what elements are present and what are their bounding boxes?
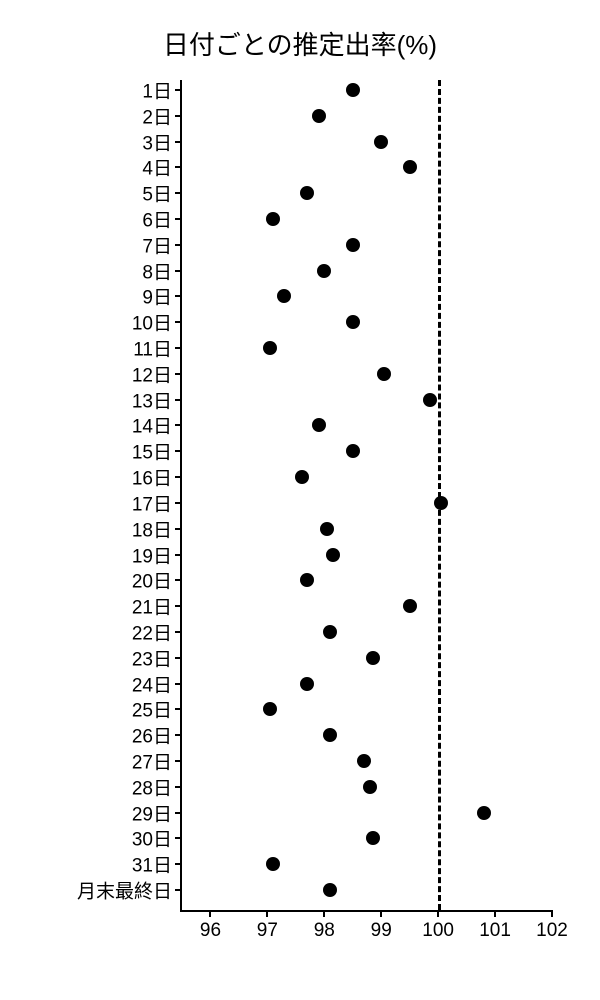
y-tick-label: 5日: [142, 180, 182, 207]
data-point: [346, 315, 360, 329]
data-point: [266, 212, 280, 226]
y-tick-label: 13日: [132, 386, 182, 413]
y-tick-label: 12日: [132, 360, 182, 387]
y-tick-label: 3日: [142, 128, 182, 155]
y-tick-label: 1日: [142, 77, 182, 104]
plot-area: 1日2日3日4日5日6日7日8日9日10日11日12日13日14日15日16日1…: [180, 80, 552, 912]
y-tick-label: 20日: [132, 567, 182, 594]
y-tick-label: 16日: [132, 464, 182, 491]
data-point: [263, 702, 277, 716]
data-point: [423, 393, 437, 407]
x-tick-label: 101: [479, 910, 511, 942]
data-point: [346, 83, 360, 97]
y-tick-label: 25日: [132, 696, 182, 723]
data-point: [300, 186, 314, 200]
chart-title: 日付ごとの推定出率(%): [0, 25, 600, 62]
data-point: [346, 444, 360, 458]
data-point: [366, 651, 380, 665]
y-tick-label: 29日: [132, 799, 182, 826]
data-point: [363, 780, 377, 794]
y-tick-label: 31日: [132, 851, 182, 878]
y-tick-label: 26日: [132, 722, 182, 749]
y-tick-label: 22日: [132, 618, 182, 645]
x-tick-label: 100: [422, 910, 454, 942]
data-point: [312, 109, 326, 123]
data-point: [366, 831, 380, 845]
y-tick-label: 4日: [142, 154, 182, 181]
x-tick-label: 97: [257, 910, 278, 942]
y-tick-label: 28日: [132, 773, 182, 800]
data-point: [477, 806, 491, 820]
data-point: [323, 883, 337, 897]
data-point: [326, 548, 340, 562]
data-point: [346, 238, 360, 252]
y-tick-label: 30日: [132, 825, 182, 852]
x-tick-label: 98: [314, 910, 335, 942]
y-tick-label: 月末最終日: [77, 877, 182, 904]
y-tick-label: 21日: [132, 593, 182, 620]
y-tick-label: 7日: [142, 231, 182, 258]
data-point: [403, 599, 417, 613]
data-point: [317, 264, 331, 278]
data-point: [300, 573, 314, 587]
data-point: [323, 728, 337, 742]
y-tick-label: 2日: [142, 102, 182, 129]
y-tick-label: 14日: [132, 412, 182, 439]
data-point: [377, 367, 391, 381]
y-tick-label: 18日: [132, 515, 182, 542]
data-point: [357, 754, 371, 768]
x-tick-label: 96: [200, 910, 221, 942]
x-tick-label: 102: [536, 910, 568, 942]
y-tick-label: 23日: [132, 644, 182, 671]
data-point: [312, 418, 326, 432]
data-point: [434, 496, 448, 510]
y-tick-label: 15日: [132, 438, 182, 465]
data-point: [300, 677, 314, 691]
data-point: [374, 135, 388, 149]
data-point: [266, 857, 280, 871]
y-tick-label: 8日: [142, 257, 182, 284]
chart-container: 日付ごとの推定出率(%) 1日2日3日4日5日6日7日8日9日10日11日12日…: [0, 0, 600, 1000]
data-point: [263, 341, 277, 355]
x-tick-label: 99: [371, 910, 392, 942]
y-tick-label: 17日: [132, 489, 182, 516]
y-tick-label: 11日: [133, 335, 182, 362]
data-point: [403, 160, 417, 174]
y-tick-label: 9日: [142, 283, 182, 310]
y-tick-label: 10日: [132, 309, 182, 336]
data-point: [320, 522, 334, 536]
y-tick-label: 19日: [132, 541, 182, 568]
y-tick-label: 27日: [132, 747, 182, 774]
y-tick-label: 6日: [142, 206, 182, 233]
data-point: [323, 625, 337, 639]
data-point: [277, 289, 291, 303]
y-tick-label: 24日: [132, 670, 182, 697]
data-point: [295, 470, 309, 484]
